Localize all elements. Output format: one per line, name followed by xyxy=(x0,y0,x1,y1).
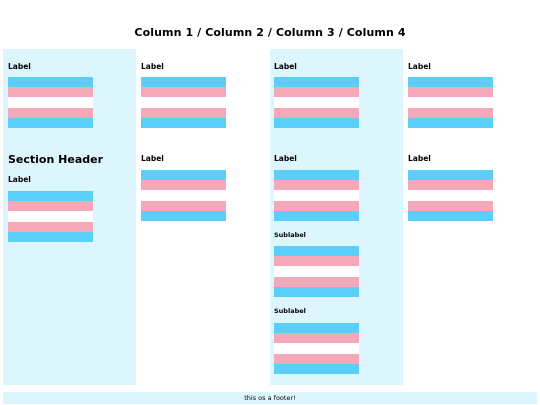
column-2-label: Label xyxy=(141,62,164,71)
flag-image xyxy=(141,77,226,128)
flag-image xyxy=(408,170,493,221)
column-2-label: Label xyxy=(141,154,164,163)
column-3-sublabel: Sublabel xyxy=(274,231,306,239)
flag-image xyxy=(274,77,359,128)
flag-image xyxy=(274,246,359,297)
column-2: Label Label xyxy=(137,49,269,385)
page-title: Column 1 / Column 2 / Column 3 / Column … xyxy=(134,26,406,39)
flag-image xyxy=(8,77,93,128)
column-3-sublabel: Sublabel xyxy=(274,307,306,315)
column-1-label: Label xyxy=(8,175,31,184)
flag-image xyxy=(274,170,359,221)
flag-image xyxy=(8,191,93,242)
section-header: Section Header xyxy=(8,153,103,166)
flag-image xyxy=(274,323,359,374)
column-3-label: Label xyxy=(274,154,297,163)
column-4-label: Label xyxy=(408,154,431,163)
flag-image xyxy=(141,170,226,221)
column-3: Label Label Sublabel Sublabel xyxy=(270,49,403,385)
column-1: Label Section Header Label xyxy=(3,49,136,385)
column-4: Label Label xyxy=(404,49,537,385)
page-footer: this os a footer! xyxy=(3,392,537,404)
column-4-label: Label xyxy=(408,62,431,71)
column-1-label: Label xyxy=(8,62,31,71)
flag-image xyxy=(408,77,493,128)
column-3-label: Label xyxy=(274,62,297,71)
